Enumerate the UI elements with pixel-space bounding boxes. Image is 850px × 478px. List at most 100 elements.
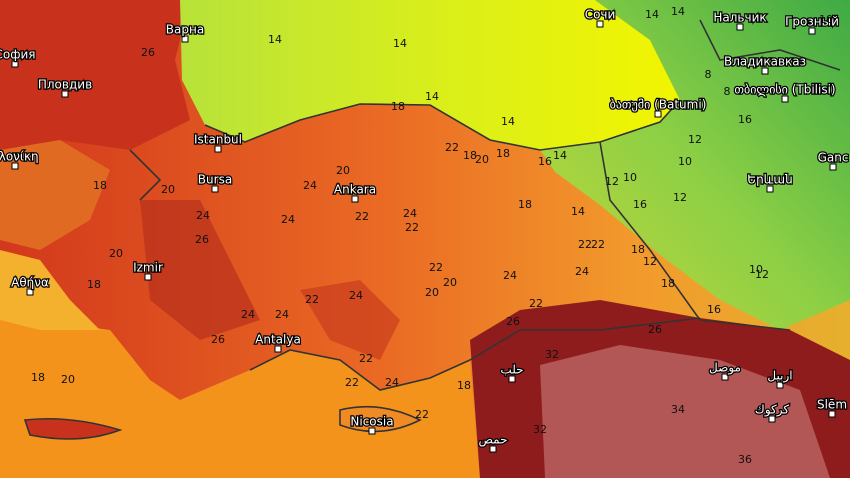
temperature: 26 xyxy=(211,333,225,346)
black-sea xyxy=(180,0,680,150)
temperature: 20 xyxy=(425,286,439,299)
city-label: ბათუმი (Batumi) xyxy=(610,98,707,112)
temperature: 22 xyxy=(429,261,443,274)
temperature: 12 xyxy=(755,268,769,281)
city-label: ολονίκη xyxy=(0,150,39,164)
city-label: موصل xyxy=(709,361,741,376)
temperature: 14 xyxy=(393,37,407,50)
temperature: 24 xyxy=(503,269,517,282)
caucasus xyxy=(540,0,850,330)
temperature: 26 xyxy=(195,233,209,246)
temperature: 26 xyxy=(506,315,520,328)
temperature: 14 xyxy=(645,8,659,21)
temperature: 18 xyxy=(518,198,532,211)
temperature: 18 xyxy=(87,278,101,291)
temperature: 10 xyxy=(678,155,692,168)
city-label: Izmir xyxy=(133,261,163,275)
city-dot xyxy=(829,163,837,171)
border xyxy=(469,317,701,361)
temperature: 20 xyxy=(443,276,457,289)
temperature: 14 xyxy=(671,5,685,18)
temperature: 12 xyxy=(688,133,702,146)
temperature: 18 xyxy=(93,179,107,192)
border xyxy=(129,149,162,201)
city-label: Владикавказ xyxy=(724,55,806,69)
city-dot xyxy=(776,381,784,389)
temperature: 24 xyxy=(349,289,363,302)
temperature: 12 xyxy=(673,191,687,204)
temperature: 22 xyxy=(578,238,592,251)
city-label: Nicosia xyxy=(350,415,393,429)
city-label: Slēm xyxy=(817,398,847,412)
city-label: Istanbul xyxy=(194,133,242,147)
aegean xyxy=(0,250,100,330)
city-label: Варна xyxy=(166,23,204,37)
city-dot xyxy=(828,410,836,418)
temperature: 26 xyxy=(141,46,155,59)
city-dot xyxy=(766,185,774,193)
temperature: 8 xyxy=(724,85,731,98)
temperature: 8 xyxy=(705,68,712,81)
borders xyxy=(23,19,841,440)
city-label: Нальчик xyxy=(713,11,766,25)
temperature: 22 xyxy=(355,210,369,223)
temperature: 18 xyxy=(463,149,477,162)
coastline xyxy=(204,99,681,151)
temperature: 32 xyxy=(545,348,559,361)
temperature: 22 xyxy=(529,297,543,310)
temperature: 24 xyxy=(275,308,289,321)
city-label: София xyxy=(0,48,36,62)
temperature: 10 xyxy=(819,13,833,26)
city-dot xyxy=(721,373,729,381)
temperature: 14 xyxy=(425,90,439,103)
temperature: 20 xyxy=(161,183,175,196)
city-dot xyxy=(11,60,19,68)
city-label: كركوك xyxy=(755,403,789,418)
temperature: 16 xyxy=(707,303,721,316)
balkans xyxy=(0,0,190,150)
mediterranean xyxy=(0,300,480,478)
city-dot xyxy=(26,288,34,296)
city-label: Сочи xyxy=(585,8,616,22)
city-dot xyxy=(214,145,222,153)
temperature: 10 xyxy=(623,171,637,184)
labels: Варна София Пловдив ολονίκη Istanbul Bursa Ank… xyxy=(0,5,850,466)
border xyxy=(599,141,791,331)
city-dot xyxy=(736,23,744,31)
city-dot xyxy=(489,445,497,453)
city-label: Երևան xyxy=(747,173,792,187)
temperature: 22 xyxy=(359,352,373,365)
city-label: Ankara xyxy=(334,183,376,197)
city-label: თბილისი (Tbilisi) xyxy=(734,83,835,97)
temperature: 24 xyxy=(241,308,255,321)
city-dot xyxy=(368,427,376,435)
city-dot xyxy=(144,273,152,281)
temperature: 24 xyxy=(303,179,317,192)
temperature: 20 xyxy=(61,373,75,386)
city-label: Antalya xyxy=(255,333,301,347)
temperature: 24 xyxy=(403,207,417,220)
city-dot xyxy=(274,345,282,353)
temperature: 20 xyxy=(336,164,350,177)
greece xyxy=(0,140,110,250)
temperature: 16 xyxy=(738,113,752,126)
crete xyxy=(23,417,123,440)
city-dot xyxy=(11,162,19,170)
temperature: 14 xyxy=(571,205,585,218)
city-dot xyxy=(61,90,69,98)
temperature: 34 xyxy=(671,403,685,416)
city-label: Bursa xyxy=(198,173,232,187)
temperature: 24 xyxy=(196,209,210,222)
west-anatolia xyxy=(140,200,260,340)
city-dot xyxy=(654,110,662,118)
temperature: 12 xyxy=(643,255,657,268)
border xyxy=(699,19,841,71)
temperature: 20 xyxy=(109,247,123,260)
temperature: 18 xyxy=(661,277,675,290)
temperature: 22 xyxy=(345,376,359,389)
temperature: 22 xyxy=(415,408,429,421)
city-dot xyxy=(761,67,769,75)
temperature: 18 xyxy=(496,147,510,160)
temperature: 36 xyxy=(738,453,752,466)
temperature: 22 xyxy=(445,141,459,154)
